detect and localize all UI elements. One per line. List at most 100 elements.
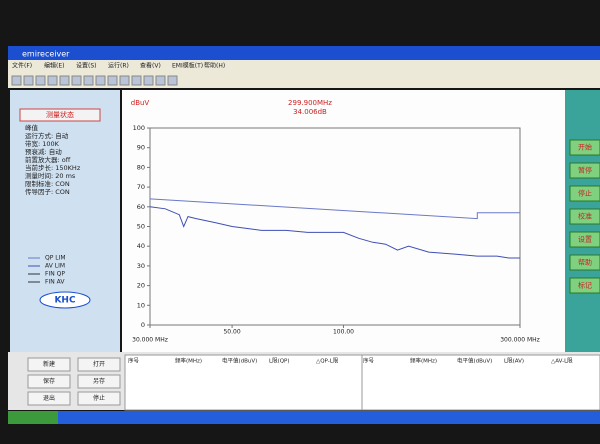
y-tick-label: 20 [137, 282, 145, 290]
toolbar-icon[interactable] [143, 75, 154, 86]
menu-item[interactable]: 设置(S) [76, 62, 97, 70]
toolbar-icon[interactable] [23, 75, 34, 86]
menu-item[interactable]: 帮助(H) [204, 62, 225, 70]
side-button-label[interactable]: 标记 [578, 281, 592, 290]
trace [149, 206, 520, 259]
side-button[interactable] [569, 231, 600, 248]
y-tick-label: 80 [137, 163, 145, 171]
side-button-label[interactable]: 帮助 [578, 258, 592, 267]
y-tick-label: 50 [137, 223, 145, 231]
legend-label: FIN AV [45, 279, 65, 286]
window-title: emireceiver [22, 50, 70, 59]
action-button[interactable] [27, 391, 71, 406]
trace [149, 198, 520, 220]
table-header: L限(AV) [504, 357, 524, 365]
side-button-label[interactable]: 暂停 [578, 166, 592, 175]
y-unit: dBuV [131, 99, 150, 107]
table-header: 序号 [363, 357, 375, 365]
toolbar-icon[interactable] [107, 75, 118, 86]
status-item: 峰值 [25, 123, 39, 132]
logo-shape [39, 291, 91, 309]
y-tick-label: 70 [137, 183, 145, 191]
menu-item[interactable]: 运行(R) [108, 62, 129, 70]
legend-label: QP LIM [45, 255, 66, 262]
toolbar-icon[interactable] [35, 75, 46, 86]
side-button[interactable] [569, 185, 600, 202]
start-button[interactable] [8, 411, 58, 424]
side-button-label[interactable]: 设置 [578, 235, 592, 244]
y-tick-label: 30 [137, 262, 145, 270]
side-button[interactable] [569, 277, 600, 294]
action-button[interactable] [77, 391, 121, 406]
y-tick-label: 90 [137, 144, 145, 152]
table-header: 频率(MHz) [410, 357, 437, 365]
x-tick-label: 50.00 [223, 329, 240, 336]
toolbar-icon[interactable] [119, 75, 130, 86]
side-button[interactable] [569, 139, 600, 156]
menu-item[interactable]: EMI模板(T) [172, 62, 203, 70]
action-button-label[interactable]: 新建 [43, 360, 55, 368]
table-header: 电平值(dBuV) [222, 357, 257, 365]
action-button-label[interactable]: 另存 [93, 377, 105, 385]
action-button-label[interactable]: 保存 [43, 377, 55, 385]
toolbar-icon[interactable] [155, 75, 166, 86]
menu-item[interactable]: 编辑(E) [44, 62, 64, 70]
toolbar-icon[interactable] [131, 75, 142, 86]
y-tick-label: 60 [137, 203, 145, 211]
action-button-label[interactable]: 停止 [93, 394, 105, 402]
x-tick-label: 100.00 [333, 329, 354, 336]
status-item: 测量时间: 20 ms [25, 171, 76, 180]
status-item: 预衰减: 自动 [25, 147, 62, 156]
y-tick-label: 10 [137, 301, 145, 309]
toolbar-icon[interactable] [11, 75, 22, 86]
status-title: 测量状态 [46, 110, 74, 119]
side-button[interactable] [569, 254, 600, 271]
y-tick-label: 40 [137, 242, 145, 250]
table-header: △AV-L限 [551, 357, 573, 365]
table-header: 电平值(dBuV) [457, 357, 492, 365]
legend-label: AV LIM [45, 263, 65, 270]
table-header: 序号 [128, 357, 140, 365]
side-button-label[interactable]: 校准 [578, 212, 592, 221]
status-item: 运行方式: 自动 [25, 131, 69, 140]
toolbar-icon[interactable] [59, 75, 70, 86]
toolbar-icon[interactable] [47, 75, 58, 86]
title-bar [8, 46, 600, 60]
side-button-label[interactable]: 停止 [578, 189, 592, 198]
menu-toolbar [8, 60, 600, 88]
toolbar-icon[interactable] [71, 75, 82, 86]
marker-frequency: 299.900MHz [288, 99, 332, 107]
side-button[interactable] [569, 208, 600, 225]
table-header: △QP-L限 [316, 357, 339, 365]
menu-item[interactable]: 文件(F) [12, 62, 32, 70]
toolbar-icon[interactable] [95, 75, 106, 86]
status-item: 带宽: 100K [25, 139, 60, 148]
toolbar-icon[interactable] [167, 75, 178, 86]
action-button[interactable] [27, 374, 71, 389]
table-header: L限(QP) [269, 357, 290, 365]
toolbar-icon[interactable] [83, 75, 94, 86]
legend-label: FIN QP [45, 271, 65, 278]
taskbar [8, 411, 600, 424]
x-tick-label: 30.000 MHz [132, 337, 168, 344]
status-item: 限制标准: CON [25, 179, 70, 188]
action-button[interactable] [27, 357, 71, 372]
logo: KHC [54, 296, 76, 306]
y-tick-label: 100 [133, 124, 145, 132]
y-tick-label: 0 [141, 321, 145, 329]
status-item: 传导因子: CON [25, 187, 70, 196]
status-item: 前置放大器: off [25, 155, 71, 164]
action-button[interactable] [77, 374, 121, 389]
chart-panel [122, 90, 565, 352]
action-button-label[interactable]: 退出 [43, 394, 55, 402]
table-header: 频率(MHz) [175, 357, 202, 365]
side-button[interactable] [569, 162, 600, 179]
menu-item[interactable]: 查看(V) [140, 62, 161, 70]
marker-level: 34.006dB [293, 108, 327, 116]
side-button-label[interactable]: 开始 [578, 143, 592, 152]
action-button-label[interactable]: 打开 [93, 360, 105, 368]
x-tick-label: 300.000 MHz [500, 337, 540, 344]
action-button[interactable] [77, 357, 121, 372]
status-item: 当前步长: 150KHz [25, 163, 81, 172]
